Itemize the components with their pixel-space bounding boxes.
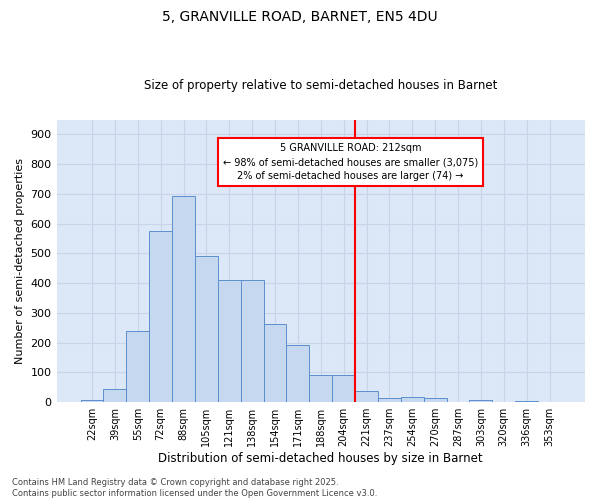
Bar	[515, 400, 538, 402]
Bar	[378, 398, 401, 402]
Bar	[310, 374, 332, 402]
Bar	[195, 256, 218, 402]
Bar	[80, 400, 103, 402]
Bar	[218, 280, 241, 402]
Bar	[149, 231, 172, 402]
Bar	[332, 374, 355, 402]
Bar	[401, 397, 424, 402]
Bar	[103, 390, 127, 402]
Bar	[424, 398, 446, 402]
Text: Contains HM Land Registry data © Crown copyright and database right 2025.
Contai: Contains HM Land Registry data © Crown c…	[12, 478, 377, 498]
Bar	[263, 324, 286, 402]
Bar	[127, 332, 149, 402]
X-axis label: Distribution of semi-detached houses by size in Barnet: Distribution of semi-detached houses by …	[158, 452, 483, 465]
Bar	[286, 345, 310, 402]
Bar	[469, 400, 493, 402]
Bar	[172, 196, 195, 402]
Bar	[241, 280, 263, 402]
Text: 5, GRANVILLE ROAD, BARNET, EN5 4DU: 5, GRANVILLE ROAD, BARNET, EN5 4DU	[162, 10, 438, 24]
Title: Size of property relative to semi-detached houses in Barnet: Size of property relative to semi-detach…	[144, 79, 497, 92]
Text: 5 GRANVILLE ROAD: 212sqm
← 98% of semi-detached houses are smaller (3,075)
2% of: 5 GRANVILLE ROAD: 212sqm ← 98% of semi-d…	[223, 144, 478, 182]
Bar	[355, 391, 378, 402]
Y-axis label: Number of semi-detached properties: Number of semi-detached properties	[15, 158, 25, 364]
